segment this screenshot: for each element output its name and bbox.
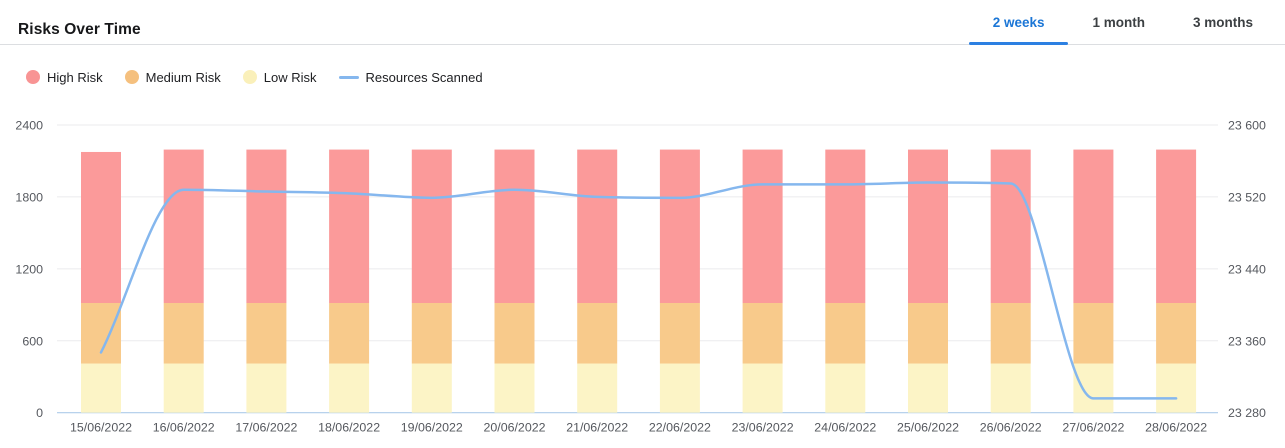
low-risk-swatch-icon [242,70,257,84]
medium-risk-swatch-icon [124,70,139,84]
bar-segment-high-risk [411,149,452,304]
right-axis-tick: 23 360 [1228,334,1266,348]
right-axis-tick: 23 520 [1228,190,1266,204]
x-axis-label: 24/06/2022 [814,421,876,435]
legend-label: Resources Scanned [365,69,483,85]
legend-item-medium-risk[interactable]: Medium Risk [124,69,221,85]
right-axis-tick: 23 600 [1228,119,1266,133]
bar-segment-medium-risk [742,303,783,364]
x-axis-label: 20/06/2022 [483,421,545,435]
left-axis-tick: 1800 [15,190,43,204]
x-axis-label: 26/06/2022 [980,421,1042,435]
x-axis-label: 28/06/2022 [1145,421,1207,435]
bar-segment-low-risk [577,363,618,413]
bar-segment-high-risk [1156,149,1197,304]
bar-segment-medium-risk [494,303,535,364]
bar-segment-low-risk [246,363,287,413]
bar-segment-medium-risk [577,303,618,364]
legend-item-low-risk[interactable]: Low Risk [242,69,317,85]
x-axis-label: 18/06/2022 [318,421,380,435]
time-range-tabs: 2 weeks 1 month 3 months [968,0,1277,45]
bar-segment-low-risk [411,363,452,413]
bar-segment-high-risk [742,149,783,304]
left-axis-tick: 1200 [15,262,43,276]
bar-segment-medium-risk [990,303,1031,364]
bar-segment-medium-risk [163,303,204,364]
tab-2-weeks-label: 2 weeks [992,15,1045,30]
x-axis-label: 21/06/2022 [566,421,628,435]
legend-item-high-risk[interactable]: High Risk [26,70,103,85]
bar-segment-high-risk [825,149,866,304]
active-tab-underline [968,42,1069,45]
chart-area: 0 600 1200 1800 2400 23 280 23 360 23 440 23 520… [0,100,1285,443]
bar-segment-high-risk [990,149,1031,304]
bar-segment-low-risk [1156,363,1197,413]
x-axis-label: 15/06/2022 [70,421,132,435]
legend-label: Low Risk [263,69,317,85]
bar-segment-high-risk [908,149,948,304]
legend-item-resources-scanned[interactable]: Resources Scanned [338,69,483,85]
legend-label: Medium Risk [145,69,221,85]
left-axis-tick: 0 [36,406,43,420]
bar-segment-medium-risk [411,303,452,364]
bar-segment-high-risk [659,149,700,304]
bar-segment-low-risk [81,363,121,413]
bar-segment-high-risk [577,149,618,304]
bar-segment-low-risk [659,363,700,413]
chart-legend: High Risk Medium Risk Low Risk Resources… [26,69,483,85]
x-axis-label: 17/06/2022 [235,421,297,435]
bar-segment-medium-risk [1073,303,1114,364]
legend-label: High Risk [47,69,103,85]
bar-segment-high-risk [1073,149,1114,304]
bars-group [81,149,1197,413]
bar-segment-low-risk [908,363,948,413]
risks-chart: 0 600 1200 1800 2400 23 280 23 360 23 440 23 520… [15,119,1266,435]
x-axis-label: 19/06/2022 [401,421,463,435]
left-axis-tick: 600 [22,334,43,348]
header-divider [0,44,1285,45]
resources-scanned-swatch-icon [338,75,359,79]
bar-segment-high-risk [246,149,287,304]
x-axis-label: 27/06/2022 [1062,421,1124,435]
x-axis-label: 25/06/2022 [897,421,959,435]
bar-segment-low-risk [494,363,535,413]
x-axis-label: 16/06/2022 [153,421,215,435]
bar-segment-high-risk [163,149,204,304]
bar-segment-high-risk [81,151,121,304]
bar-segment-medium-risk [81,303,121,364]
tab-2-weeks[interactable]: 2 weeks [968,0,1069,45]
right-axis-tick: 23 280 [1228,406,1266,420]
bar-segment-low-risk [825,363,866,413]
right-axis-tick: 23 440 [1228,262,1266,276]
tab-3-months-label: 3 months [1192,15,1253,30]
bar-segment-low-risk [742,363,783,413]
tab-1-month-label: 1 month [1092,15,1145,30]
x-axis-label: 23/06/2022 [732,421,794,435]
resources-scanned-line [99,181,1178,400]
bar-segment-low-risk [163,363,204,413]
bar-segment-medium-risk [908,303,948,364]
bar-segment-low-risk [990,363,1031,413]
page-title: Risks Over Time [18,21,141,39]
bar-segment-medium-risk [659,303,700,364]
high-risk-swatch-icon [26,70,40,84]
bar-segment-medium-risk [1156,303,1197,364]
bar-segment-low-risk [329,363,370,413]
bar-segment-medium-risk [329,303,370,364]
bar-segment-medium-risk [246,303,287,364]
left-axis-tick: 2400 [15,119,43,133]
tab-3-months[interactable]: 3 months [1169,0,1277,45]
x-axis-label: 22/06/2022 [649,421,711,435]
bar-segment-high-risk [329,149,370,304]
bar-segment-low-risk [1073,363,1114,413]
tab-1-month[interactable]: 1 month [1068,0,1169,45]
bar-segment-high-risk [494,149,535,304]
bar-segment-medium-risk [825,303,866,364]
